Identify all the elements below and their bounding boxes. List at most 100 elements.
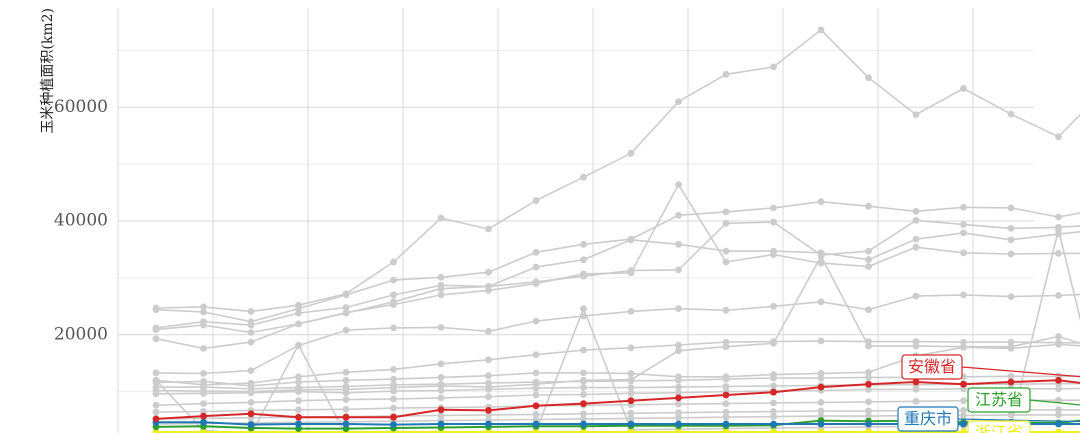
data-point: [770, 388, 777, 396]
y-axis-title: 玉米种植面积(km2): [40, 8, 56, 134]
data-point: [200, 370, 207, 377]
data-point: [437, 374, 445, 381]
data-point: [912, 397, 920, 405]
data-point: [675, 305, 682, 312]
data-point: [1007, 204, 1015, 212]
data-point: [485, 268, 492, 276]
data-point: [675, 376, 682, 384]
data-point: [200, 345, 207, 352]
data-point: [532, 384, 540, 392]
data-point: [532, 420, 540, 428]
data-point: [912, 235, 920, 243]
data-point: [532, 248, 540, 256]
data-point: [817, 383, 825, 391]
background-series: [152, 291, 1080, 377]
data-point: [722, 428, 730, 433]
data-point: [1055, 420, 1062, 428]
data-point: [770, 204, 777, 212]
data-point: [865, 306, 872, 314]
data-point: [770, 428, 777, 433]
data-point: [485, 407, 492, 414]
data-point: [295, 309, 302, 317]
data-point: [722, 258, 730, 266]
data-point: [770, 251, 777, 258]
callout-leader: [1029, 399, 1080, 406]
data-point: [722, 219, 730, 227]
data-point: [247, 321, 255, 329]
data-point: [1055, 428, 1062, 433]
data-point: [912, 386, 920, 393]
data-point: [865, 374, 872, 381]
data-point: [200, 389, 207, 397]
data-point: [295, 413, 302, 421]
data-point: [627, 269, 635, 277]
data-point: [865, 398, 872, 406]
data-point: [532, 411, 540, 418]
data-point: [580, 384, 587, 391]
callout-box: [901, 354, 963, 380]
data-point: [295, 320, 302, 328]
data-point: [675, 347, 682, 355]
data-point: [865, 412, 872, 420]
data-point: [675, 389, 682, 397]
series-line: [155, 200, 1080, 323]
data-point: [960, 85, 967, 92]
data-point: [770, 302, 777, 310]
data-point: [865, 74, 872, 82]
data-point: [390, 324, 397, 332]
data-point: [390, 395, 397, 403]
data-point: [152, 335, 160, 343]
data-point: [912, 292, 920, 300]
data-point: [675, 428, 682, 433]
data-point: [1055, 411, 1062, 419]
data-point: [817, 252, 825, 260]
data-point: [627, 149, 635, 157]
data-point: [342, 405, 350, 413]
data-point: [1055, 406, 1062, 414]
data-point: [627, 308, 635, 315]
data-point: [247, 399, 255, 406]
data-point: [627, 428, 635, 433]
data-point: [295, 378, 302, 386]
data-point: [627, 389, 635, 397]
data-point: [912, 243, 920, 251]
data-point: [437, 273, 445, 281]
data-point: [532, 263, 540, 271]
data-point: [580, 305, 587, 312]
data-point: [722, 400, 730, 407]
data-point: [627, 420, 635, 428]
data-point: [960, 380, 967, 388]
data-point: [865, 256, 872, 264]
data-point: [532, 402, 540, 410]
data-point: [722, 375, 730, 383]
data-point: [390, 421, 397, 428]
data-point: [817, 407, 825, 415]
data-point: [247, 367, 255, 374]
data-point: [1007, 250, 1015, 258]
callout-label: 重庆市: [904, 409, 952, 428]
data-point: [152, 408, 160, 416]
data-point: [532, 369, 540, 377]
data-point: [912, 378, 920, 386]
background-series: [152, 229, 1080, 336]
data-point: [390, 276, 397, 284]
data-point: [485, 356, 492, 364]
data-point: [532, 351, 540, 359]
y-tick-label: 40000: [54, 211, 108, 231]
data-point: [200, 400, 207, 407]
data-point: [722, 408, 730, 416]
data-point: [627, 370, 635, 377]
data-point: [390, 291, 397, 299]
callout-box: [967, 420, 1031, 433]
y-tick-label: 60000: [54, 97, 108, 117]
data-point: [200, 428, 207, 433]
data-point: [342, 389, 350, 397]
data-point: [1055, 396, 1062, 404]
data-point: [342, 368, 350, 376]
data-point: [485, 386, 492, 393]
data-point: [580, 376, 587, 384]
data-point: [817, 198, 825, 206]
data-point: [722, 247, 730, 255]
callout-label: 安徽省: [908, 357, 956, 376]
